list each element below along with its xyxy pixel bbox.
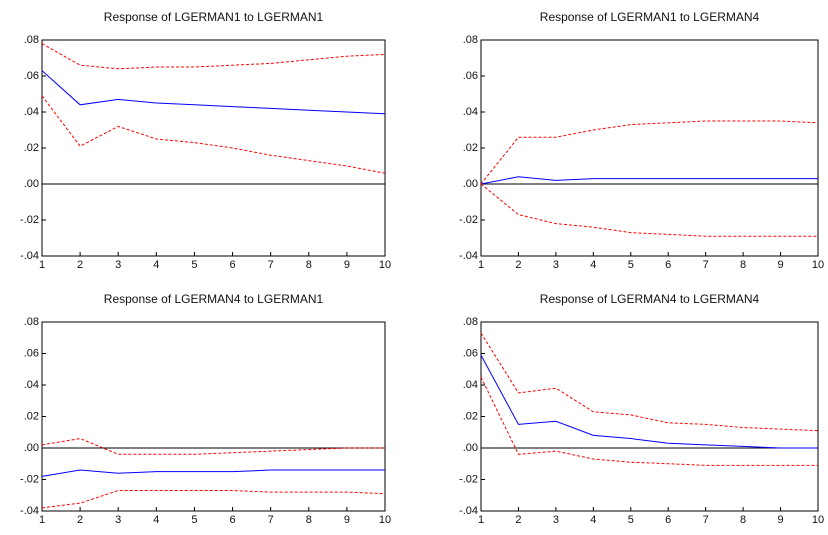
x-tick-label: 4 <box>153 259 159 271</box>
chart-title: Response of LGERMAN4 to LGERMAN4 <box>540 292 760 306</box>
x-tick-label: 1 <box>478 259 484 271</box>
y-tick-label: .00 <box>24 442 39 454</box>
x-tick-label: 7 <box>268 259 274 271</box>
series-line <box>41 70 386 115</box>
x-tick-label: 4 <box>153 514 159 526</box>
y-tick-label: .02 <box>24 142 39 154</box>
y-tick-label: -.02 <box>459 214 478 226</box>
x-tick-label: 8 <box>306 259 312 271</box>
x-tick-label: 4 <box>590 259 596 271</box>
y-tick-label: .00 <box>463 442 478 454</box>
x-tick-label: 8 <box>740 259 746 271</box>
y-tick-label: -.04 <box>20 250 39 262</box>
y-tick-label: .00 <box>463 178 478 190</box>
x-tick-label: 10 <box>379 259 391 271</box>
y-tick-label: .04 <box>24 106 39 118</box>
y-tick-label: .06 <box>24 70 39 82</box>
plot-frame <box>41 39 386 257</box>
x-tick-label: 2 <box>77 259 83 271</box>
x-tick-label: 10 <box>812 259 824 271</box>
y-tick-label: -.04 <box>20 505 39 517</box>
y-tick-label: .00 <box>24 178 39 190</box>
y-tick-label: .02 <box>463 410 478 422</box>
y-tick-label: -.02 <box>20 473 39 485</box>
y-tick-label: .06 <box>463 70 478 82</box>
y-tick-label: .08 <box>463 34 478 46</box>
y-tick-label: .08 <box>24 316 39 328</box>
x-tick-label: 10 <box>812 514 824 526</box>
y-tick-label: .02 <box>463 142 478 154</box>
series-line <box>480 376 818 466</box>
x-tick-label: 2 <box>515 514 521 526</box>
y-tick-label: .02 <box>24 410 39 422</box>
x-tick-label: 9 <box>777 514 783 526</box>
x-tick-label: 9 <box>344 514 350 526</box>
x-tick-label: 3 <box>115 514 121 526</box>
plot-frame <box>41 321 386 512</box>
x-tick-label: 8 <box>740 514 746 526</box>
y-tick-label: .04 <box>463 379 478 391</box>
chart-title: Response of LGERMAN1 to LGERMAN4 <box>540 10 760 24</box>
series-line <box>480 332 819 432</box>
x-tick-label: 3 <box>553 259 559 271</box>
y-tick-label: .04 <box>463 106 478 118</box>
x-tick-label: 7 <box>268 514 274 526</box>
plot-frame <box>480 321 819 512</box>
x-tick-label: 1 <box>39 514 45 526</box>
series-line <box>480 176 818 185</box>
plot-frame <box>480 39 819 257</box>
x-tick-label: 9 <box>777 259 783 271</box>
x-tick-label: 5 <box>628 259 634 271</box>
x-tick-label: 6 <box>229 259 235 271</box>
chart-title: Response of LGERMAN4 to LGERMAN1 <box>104 292 324 306</box>
y-tick-label: .06 <box>463 347 478 359</box>
y-tick-label: -.02 <box>20 214 39 226</box>
x-tick-label: 1 <box>478 514 484 526</box>
x-tick-label: 2 <box>77 514 83 526</box>
x-tick-label: 5 <box>191 259 197 271</box>
x-tick-label: 10 <box>379 514 391 526</box>
x-tick-label: 3 <box>553 514 559 526</box>
x-tick-label: 2 <box>515 259 521 271</box>
x-tick-label: 3 <box>115 259 121 271</box>
series-line <box>480 354 818 449</box>
series-line <box>41 438 385 455</box>
y-tick-label: -.04 <box>459 250 478 262</box>
x-tick-label: 6 <box>665 259 671 271</box>
x-tick-label: 5 <box>628 514 634 526</box>
x-tick-label: 7 <box>703 514 709 526</box>
x-tick-label: 8 <box>306 514 312 526</box>
y-tick-label: .04 <box>24 379 39 391</box>
series-line <box>41 43 386 70</box>
x-tick-label: 1 <box>39 259 45 271</box>
x-tick-label: 4 <box>590 514 596 526</box>
series-line <box>480 183 818 237</box>
chart-title: Response of LGERMAN1 to LGERMAN1 <box>104 10 324 24</box>
y-tick-label: .08 <box>463 316 478 328</box>
series-line <box>41 469 385 477</box>
x-tick-label: 6 <box>229 514 235 526</box>
series-line <box>480 120 819 185</box>
y-tick-label: .08 <box>24 34 39 46</box>
x-tick-label: 9 <box>344 259 350 271</box>
x-tick-label: 5 <box>191 514 197 526</box>
x-tick-label: 7 <box>703 259 709 271</box>
y-tick-label: -.02 <box>459 473 478 485</box>
y-tick-label: -.04 <box>459 505 478 517</box>
y-tick-label: .06 <box>24 347 39 359</box>
x-tick-label: 6 <box>665 514 671 526</box>
